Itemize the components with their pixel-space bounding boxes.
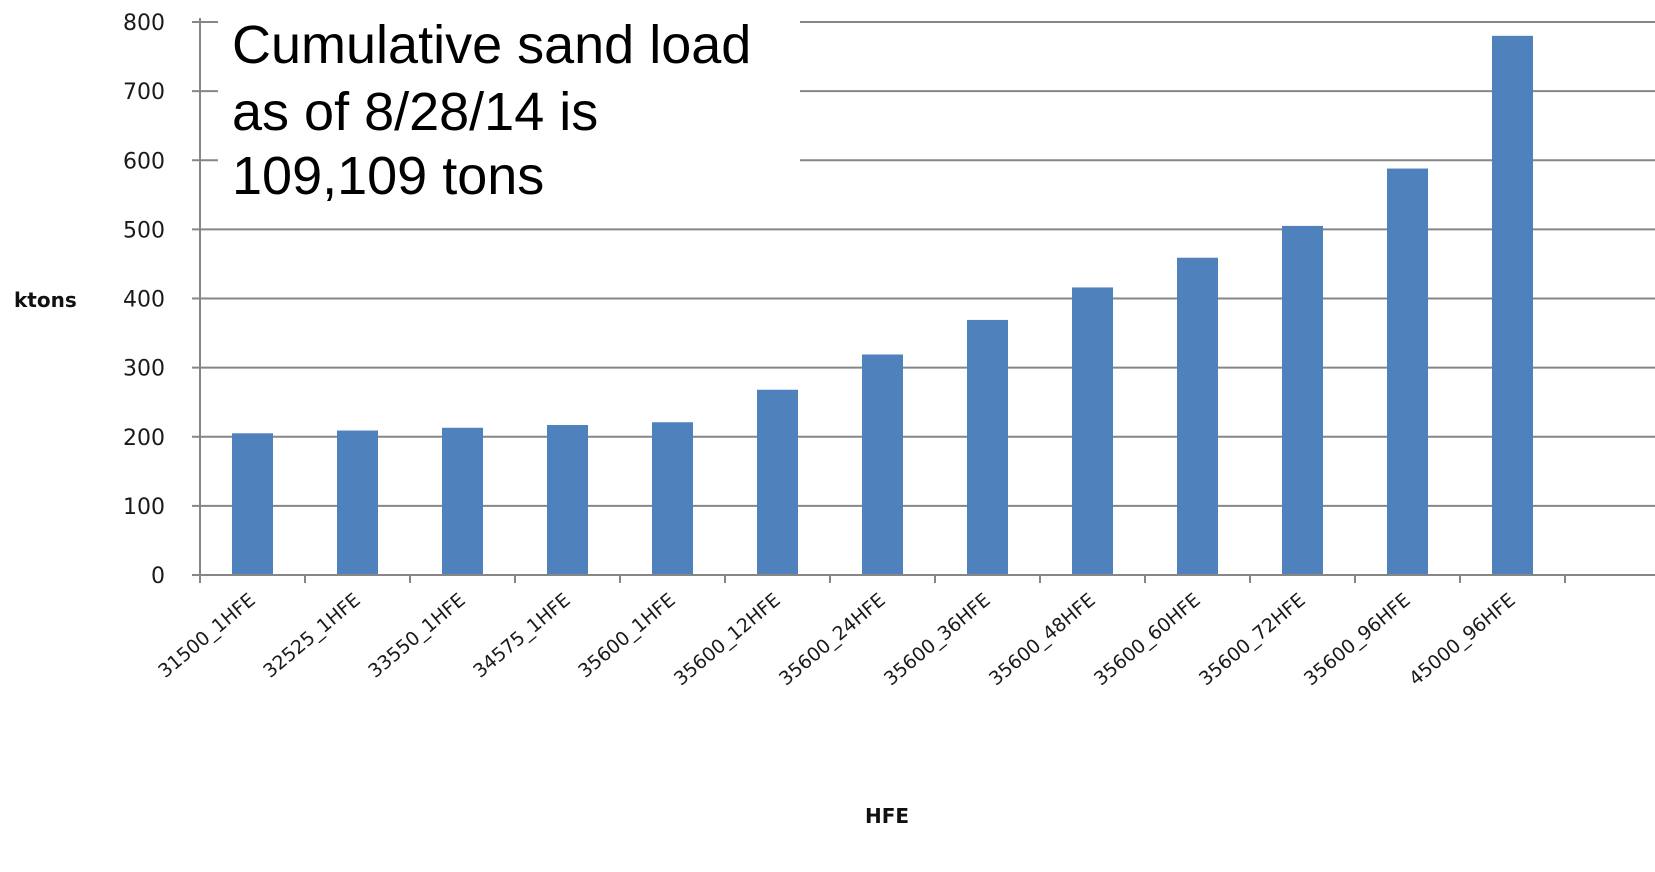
bar [1387, 168, 1428, 576]
x-tick-label: 35600_72HFE [1195, 589, 1310, 690]
bar [232, 433, 273, 575]
axes [199, 18, 1655, 576]
bar [967, 319, 1008, 575]
x-tick-label: 31500_1HFE [154, 589, 260, 683]
y-tick-label: 100 [123, 495, 165, 520]
bar [1177, 257, 1218, 575]
x-tick-label: 34575_1HFE [469, 589, 575, 683]
x-tick-label: 32525_1HFE [259, 589, 365, 683]
y-tick-label: 500 [123, 218, 165, 243]
x-tick-labels: 31500_1HFE 32525_1HFE 33550_1HFE 34575_1HFE… [154, 589, 1520, 690]
y-tick-label: 200 [123, 426, 165, 451]
bar [1282, 225, 1323, 575]
y-tick-label: 300 [123, 357, 165, 382]
bar [442, 427, 483, 575]
bar [862, 354, 903, 575]
x-tick-label: 35600_12HFE [670, 589, 785, 690]
bar [1072, 287, 1113, 575]
y-tick-label: 600 [123, 149, 165, 174]
x-tick-label: 35600_36HFE [880, 589, 995, 690]
bars [232, 35, 1533, 576]
y-tick-labels: 0 100 200 300 400 500 600 700 800 [123, 11, 165, 589]
annotation-box [218, 10, 800, 215]
y-tick-label: 400 [123, 288, 165, 313]
y-axis-title: ktons [14, 288, 77, 312]
annotation-line-2: as of 8/28/14 is [232, 82, 598, 142]
bar [757, 389, 798, 575]
y-tick-label: 0 [151, 564, 165, 589]
bar [337, 430, 378, 575]
annotation-line-3: 109,109 tons [232, 146, 544, 206]
x-tick-label: 35600_24HFE [775, 589, 890, 690]
bar [547, 424, 588, 575]
x-tick-label: 35600_1HFE [574, 589, 680, 683]
x-axis-title: HFE [865, 804, 909, 828]
bar [1492, 35, 1533, 575]
x-tick-label: 45000_96HFE [1405, 589, 1520, 690]
x-tick-label: 35600_96HFE [1300, 589, 1415, 690]
y-tick-label: 800 [123, 11, 165, 36]
x-tick-label: 35600_60HFE [1090, 589, 1205, 690]
x-tick-label: 33550_1HFE [364, 589, 470, 683]
x-tick-label: 35600_48HFE [985, 589, 1100, 690]
bar [652, 422, 693, 575]
annotation-line-1: Cumulative sand load [232, 15, 751, 75]
y-tick-label: 700 [123, 80, 165, 105]
